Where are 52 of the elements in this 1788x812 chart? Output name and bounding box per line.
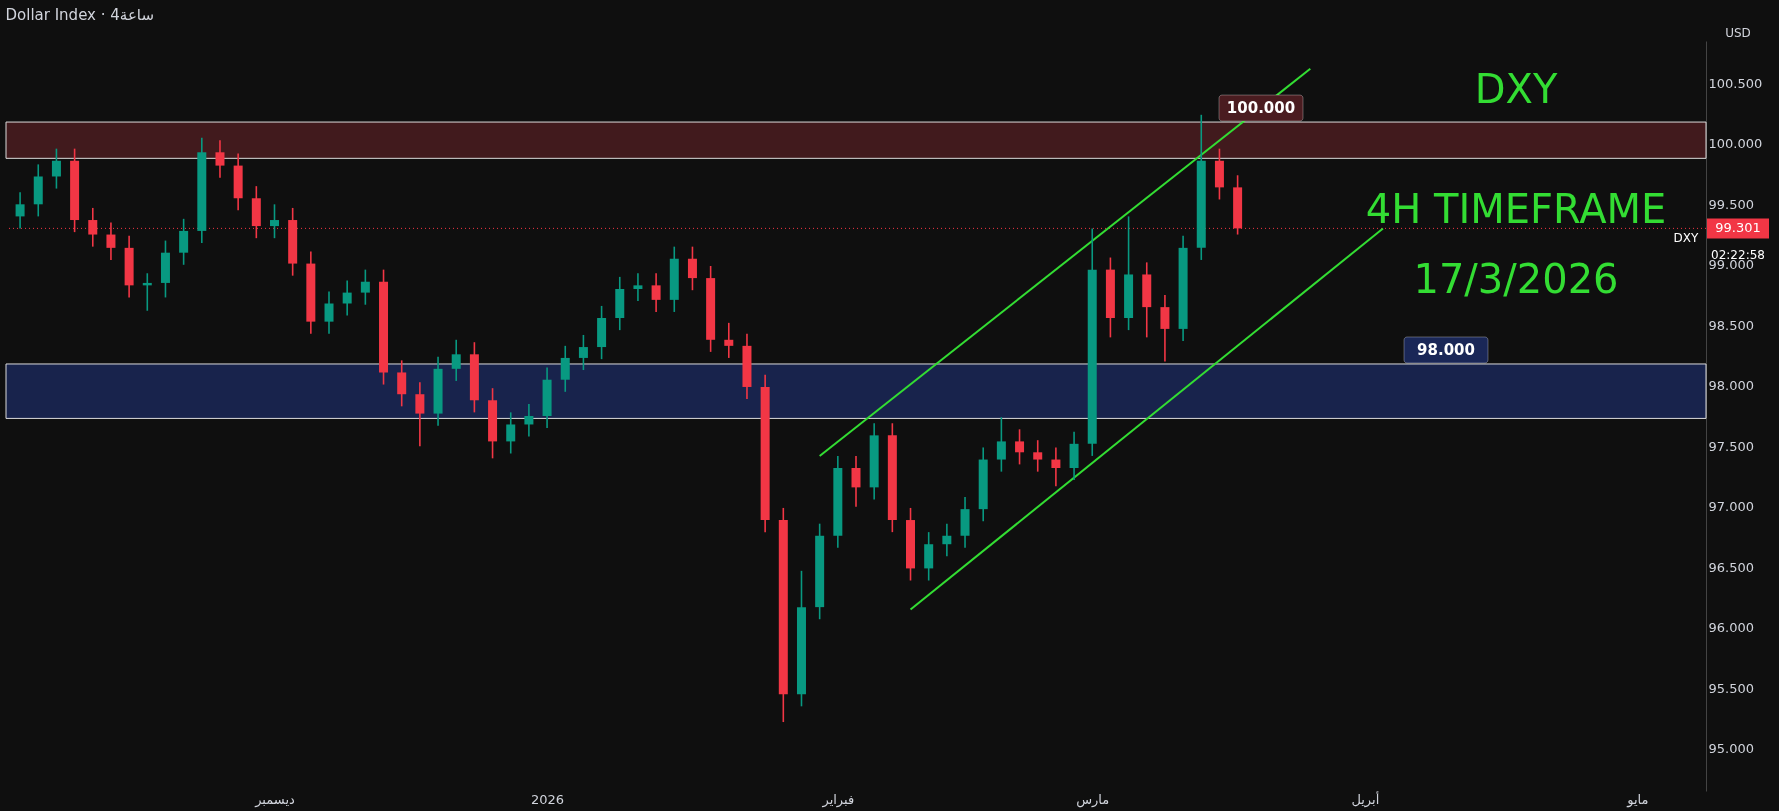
candlestick — [1015, 428, 1025, 466]
y-tick-label: 97.000 — [1708, 499, 1754, 515]
y-tick-label: 98.500 — [1708, 317, 1754, 333]
candlestick — [996, 416, 1006, 473]
candlestick — [179, 218, 189, 266]
candlestick — [51, 147, 61, 190]
x-tick-label: 2026 — [531, 791, 565, 807]
candlestick — [724, 322, 734, 359]
y-tick-label: 95.000 — [1708, 741, 1754, 757]
candlestick — [360, 268, 370, 306]
candlestick — [851, 455, 861, 508]
x-tick-label: أبريل — [1351, 790, 1380, 808]
x-tick-label: فبراير — [821, 791, 855, 808]
y-tick-label: 100.000 — [1708, 136, 1763, 152]
ref-line-label: 99.301 — [1715, 220, 1761, 236]
y-tick-label: 100.500 — [1708, 75, 1763, 91]
candlestick — [942, 522, 952, 558]
x-tick-label: مايو — [1626, 791, 1649, 808]
y-tick-label: 99.500 — [1708, 196, 1754, 212]
annotation: 17/3/2026 — [1413, 256, 1619, 302]
candlestick — [651, 272, 661, 313]
candlestick — [397, 359, 407, 408]
candlestick — [687, 245, 697, 291]
candlestick — [342, 279, 352, 317]
chart-title: Dollar Index · 4ساعة — [5, 6, 154, 24]
y-tick-label: 96.000 — [1708, 620, 1754, 636]
x-tick-label: مارس — [1076, 791, 1110, 808]
annotation: 4H TIMEFRAME — [1365, 186, 1667, 232]
candlestick — [415, 381, 425, 448]
candlestick — [269, 203, 279, 239]
candlestick — [560, 345, 570, 393]
candlestick — [633, 272, 643, 302]
candlestick — [451, 338, 461, 382]
candlestick — [324, 290, 334, 335]
y-tick-label: 96.500 — [1708, 559, 1754, 575]
y-tick-label: 95.500 — [1708, 680, 1754, 696]
candlestick — [1033, 439, 1043, 473]
candlestick — [15, 191, 25, 230]
annotation: DXY — [1474, 66, 1558, 112]
text: USD — [1725, 26, 1751, 40]
candlestick — [578, 334, 588, 371]
candlestick — [1160, 294, 1170, 363]
candlestick — [1051, 446, 1061, 487]
annotation: DXY — [1673, 231, 1700, 245]
candlestick — [506, 411, 516, 455]
y-tick-label: 98.000 — [1708, 378, 1754, 394]
y-tick-label: 97.500 — [1708, 438, 1754, 454]
x-tick-label: ديسمبر — [254, 791, 296, 808]
band-label: 100.000 — [1226, 99, 1296, 118]
candlestick — [215, 139, 225, 179]
band-label: 98.000 — [1417, 340, 1475, 359]
candlestick — [524, 403, 534, 438]
